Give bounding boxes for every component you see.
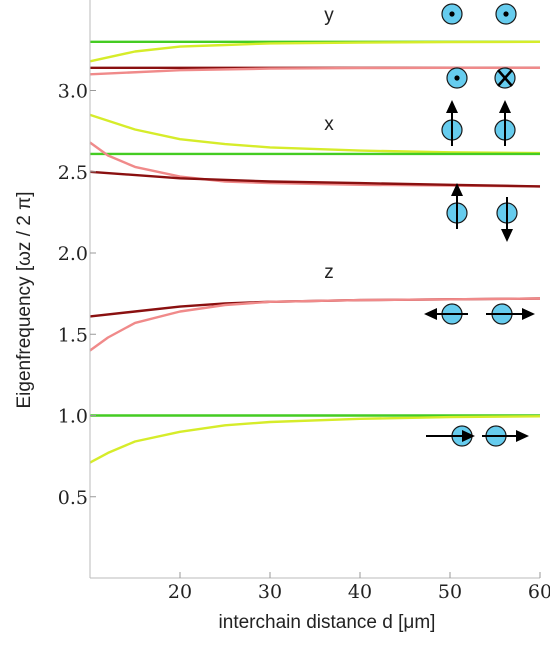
ion-arrow-right-icon [486, 303, 535, 325]
series-line-7 [89, 170, 541, 188]
ion-arrow-left-icon [424, 303, 468, 325]
x-tick-label: 50 [438, 581, 462, 603]
y-tick-label: 3.0 [58, 81, 88, 103]
ion-arrow-up-icon [441, 100, 463, 146]
series-line-1 [89, 40, 541, 63]
ion-arrow-up-icon [446, 183, 468, 229]
ion-arrow-up-icon [494, 100, 516, 146]
band-label-y: y [324, 5, 334, 26]
ion-out-of-plane-icon [446, 67, 468, 89]
x-tick-label: 30 [258, 581, 282, 603]
ion-out-of-plane-icon [495, 3, 517, 25]
band-label-x: x [324, 114, 334, 135]
ion-out-of-plane-icon [441, 3, 463, 25]
x-tick-label: 20 [168, 581, 192, 603]
series-line-4 [89, 113, 541, 155]
y-axis-label: Eigenfrequency [ωz / 2 π] [14, 192, 35, 409]
y-tick-label: 1.5 [58, 324, 88, 346]
mode-icons [424, 3, 535, 447]
series-line-11 [89, 415, 541, 464]
ion-arrow-right-icon [482, 425, 529, 447]
x-tick-label: 40 [348, 581, 372, 603]
axes [89, 0, 540, 579]
y-tick-label: 1.0 [58, 406, 88, 428]
y-tick-label: 0.5 [58, 487, 88, 509]
series-line-3 [89, 66, 540, 76]
ion-arrow-right-icon [426, 425, 475, 447]
y-tick-label: 2.5 [58, 162, 88, 184]
x-axis-label: interchain distance d [μm] [219, 612, 436, 633]
x-tick-label: 60 [528, 581, 550, 603]
plot-lines [89, 40, 541, 464]
y-tick-label: 2.0 [58, 243, 88, 265]
ticks: 20 30 40 50 60 0.5 1.0 1.5 2.0 2.5 3.0 [58, 81, 550, 604]
series-line-9 [89, 297, 541, 352]
ion-arrow-down-icon [496, 197, 518, 242]
band-label-z: z [324, 262, 334, 283]
ion-into-plane-icon [494, 67, 516, 89]
